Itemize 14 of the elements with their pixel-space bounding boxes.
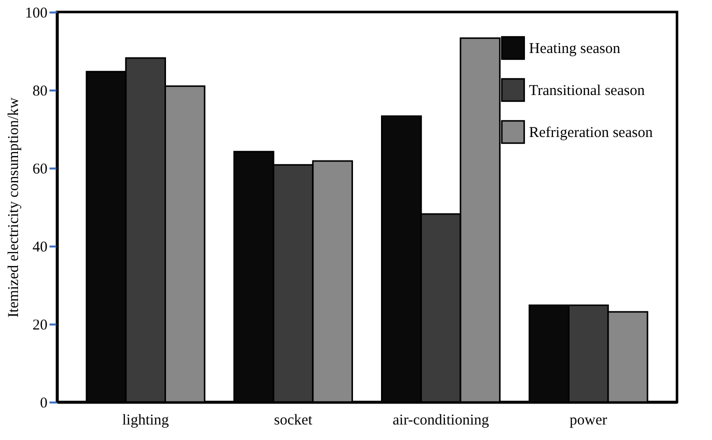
x-tick-label: power [570,412,608,428]
x-tick-label: socket [274,412,314,428]
legend-label: Transitional season [529,83,646,99]
y-tick-label: 60 [32,162,48,178]
x-tick-label: lighting [122,412,170,428]
y-axis-title: Itemized electricity consumption/kw [6,97,22,318]
y-tick-label: 40 [32,240,48,256]
legend-label: Heating season [529,41,621,57]
x-tick-label: air-conditioning [392,412,490,428]
legend-label: Refrigeration season [529,125,654,141]
y-tick-label: 0 [40,396,48,412]
y-tick-label: 80 [32,84,48,100]
y-tick-label: 20 [32,318,48,334]
y-tick-label: 100 [25,6,48,22]
